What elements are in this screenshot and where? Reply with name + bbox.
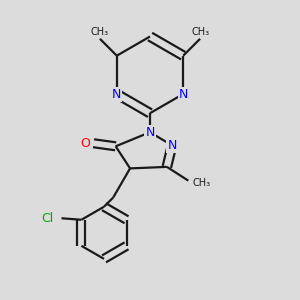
Text: O: O [80, 137, 90, 150]
Text: CH₃: CH₃ [91, 27, 109, 37]
Text: N: N [178, 88, 188, 100]
Text: N: N [145, 126, 155, 139]
Text: CH₃: CH₃ [193, 178, 211, 188]
Text: N: N [112, 88, 122, 100]
Text: Cl: Cl [42, 212, 54, 225]
Text: CH₃: CH₃ [191, 27, 209, 37]
Text: N: N [167, 139, 177, 152]
